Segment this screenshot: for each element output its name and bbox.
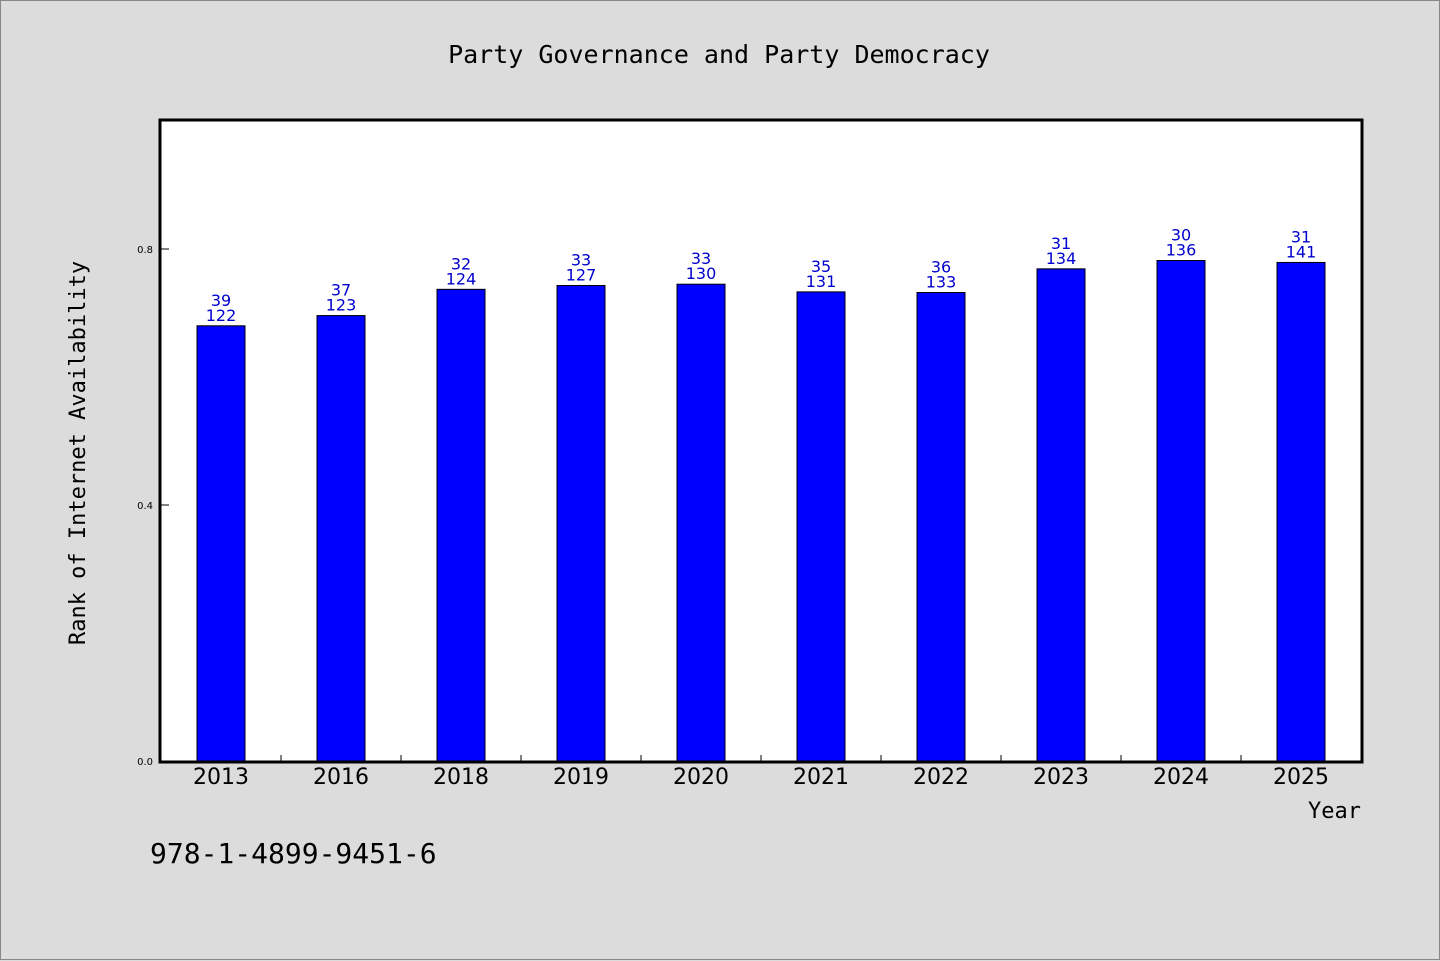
x-tick-label-2019: 2019 bbox=[553, 765, 609, 790]
bar-label-bottom-2018: 124 bbox=[446, 269, 477, 288]
bar-2018 bbox=[436, 288, 486, 762]
bar-label-bottom-2021: 131 bbox=[806, 272, 837, 291]
x-tick-label-2025: 2025 bbox=[1273, 765, 1329, 790]
bar-2022 bbox=[916, 292, 966, 762]
x-tick-label-2016: 2016 bbox=[313, 765, 369, 790]
bar-2016 bbox=[316, 315, 366, 762]
bar-label-bottom-2019: 127 bbox=[566, 265, 597, 284]
chart-title: Party Governance and Party Democracy bbox=[448, 40, 990, 69]
bar-2024 bbox=[1156, 260, 1206, 762]
bar-2023 bbox=[1036, 268, 1086, 762]
bar-2019 bbox=[556, 284, 606, 762]
bar-label-top-2025: 31 bbox=[1291, 227, 1311, 246]
y-axis-label: Rank of Internet Availability bbox=[66, 261, 91, 645]
bar-label-top-2016: 37 bbox=[331, 281, 351, 300]
x-axis: 2013 2016 2018 2019 2020 2021 2022 2023 2024 2025 bbox=[193, 755, 1329, 790]
y-tick-label: 0.8 bbox=[137, 245, 153, 256]
x-tick-label-2021: 2021 bbox=[793, 765, 849, 790]
bar-2013 bbox=[196, 325, 246, 762]
bar-label-top-2021: 35 bbox=[811, 257, 831, 276]
x-tick-label-2022: 2022 bbox=[913, 765, 969, 790]
bar-label-top-2020: 33 bbox=[691, 249, 711, 268]
bar-label-top-2013: 39 bbox=[211, 291, 231, 310]
y-axis: 0.0 0.4 0.8 bbox=[137, 245, 169, 768]
bar-label-bottom-2013: 122 bbox=[206, 306, 237, 325]
bar-label-top-2018: 32 bbox=[451, 254, 471, 273]
x-axis-label: Year bbox=[1308, 799, 1361, 824]
isbn-footnote: 978-1-4899-9451-6 bbox=[150, 837, 437, 870]
x-tick-label-2013: 2013 bbox=[193, 765, 249, 790]
x-tick-label-2020: 2020 bbox=[673, 765, 729, 790]
bar-label-bottom-2020: 130 bbox=[686, 264, 717, 283]
bar-label-bottom-2024: 136 bbox=[1166, 241, 1197, 260]
bar-2025 bbox=[1276, 261, 1326, 762]
bar-label-bottom-2025: 141 bbox=[1286, 242, 1317, 261]
bar-label-top-2019: 33 bbox=[571, 250, 591, 269]
bar-2020 bbox=[676, 283, 726, 762]
x-tick-label-2018: 2018 bbox=[433, 765, 489, 790]
bar-label-top-2024: 30 bbox=[1171, 226, 1191, 245]
bar-2021 bbox=[796, 291, 846, 762]
x-tick-label-2023: 2023 bbox=[1033, 765, 1089, 790]
y-tick-label: 0.0 bbox=[137, 757, 153, 768]
bar-label-top-2023: 31 bbox=[1051, 234, 1071, 253]
bar-label-bottom-2022: 133 bbox=[926, 273, 957, 292]
y-tick-label: 0.4 bbox=[137, 501, 153, 512]
bar-label-bottom-2023: 134 bbox=[1046, 249, 1077, 268]
bar-label-top-2022: 36 bbox=[931, 258, 951, 277]
bar-label-bottom-2016: 123 bbox=[326, 296, 357, 315]
x-tick-label-2024: 2024 bbox=[1153, 765, 1209, 790]
